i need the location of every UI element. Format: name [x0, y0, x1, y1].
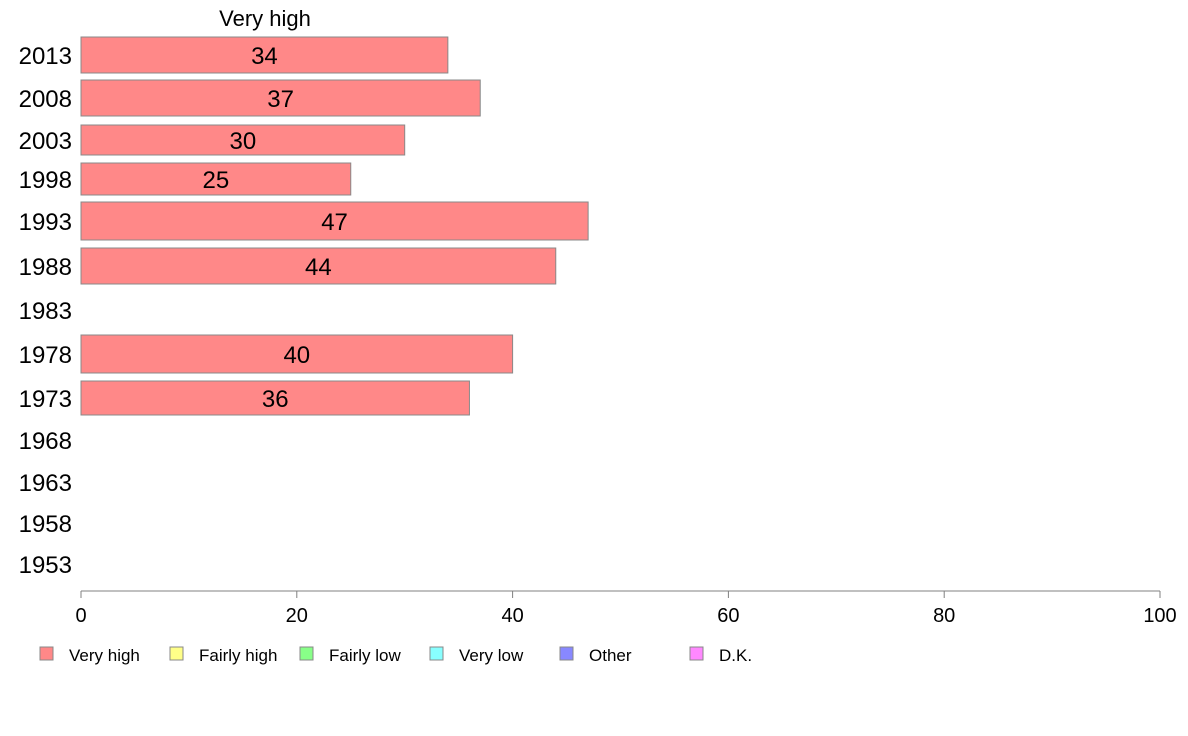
legend-swatch [689, 646, 704, 661]
legend-label: Other [589, 646, 632, 665]
data-label: 30 [229, 128, 256, 155]
category-label: 1963 [19, 470, 72, 497]
bars-layer [80, 36, 589, 416]
series-title: Very high [219, 6, 311, 31]
bar [80, 380, 470, 416]
category-label: 1968 [19, 428, 72, 455]
x-tick-label: 20 [286, 605, 308, 627]
data-labels-layer: 34 37 30 25 47 44 40 36 [203, 43, 348, 413]
data-label: 34 [251, 43, 278, 70]
x-ticks-layer: 0 20 40 60 80 100 [75, 591, 1177, 627]
category-label: 2003 [19, 128, 72, 155]
data-label: 44 [305, 254, 332, 281]
category-label: 1958 [19, 511, 72, 538]
category-label: 1993 [19, 209, 72, 236]
category-label: 1988 [19, 254, 72, 281]
legend-label: Very high [69, 646, 140, 665]
bar [80, 162, 352, 196]
legend-swatch [169, 646, 184, 661]
x-tick-label: 40 [501, 605, 523, 627]
bar [80, 201, 589, 241]
x-tick-label: 80 [933, 605, 955, 627]
x-tick-label: 0 [75, 605, 86, 627]
bar [80, 124, 406, 156]
category-label: 1973 [19, 386, 72, 413]
legend-label: D.K. [719, 646, 752, 665]
category-label: 1983 [19, 298, 72, 325]
bar [80, 247, 557, 285]
data-label: 37 [267, 86, 294, 113]
category-label: 2013 [19, 43, 72, 70]
legend: Very high Fairly high Fairly low Very low Ot… [39, 646, 752, 665]
data-label: 40 [283, 342, 310, 369]
legend-label: Very low [459, 646, 524, 665]
bar [80, 79, 481, 117]
data-label: 36 [262, 386, 289, 413]
bar [80, 36, 449, 74]
legend-label: Fairly high [199, 646, 277, 665]
legend-label: Fairly low [329, 646, 402, 665]
legend-swatch [559, 646, 574, 661]
x-tick-label: 60 [717, 605, 739, 627]
x-tick-label: 100 [1143, 605, 1176, 627]
data-label: 47 [321, 209, 348, 236]
category-label: 1953 [19, 552, 72, 579]
category-labels-layer: 2013 2008 2003 1998 1993 1988 1983 1978 1973 1968… [19, 43, 72, 579]
data-label: 25 [203, 167, 230, 194]
category-label: 1978 [19, 342, 72, 369]
legend-swatch [39, 646, 54, 661]
category-label: 2008 [19, 86, 72, 113]
legend-swatch [299, 646, 314, 661]
category-label: 1998 [19, 167, 72, 194]
bar [80, 334, 514, 374]
legend-swatch [429, 646, 444, 661]
